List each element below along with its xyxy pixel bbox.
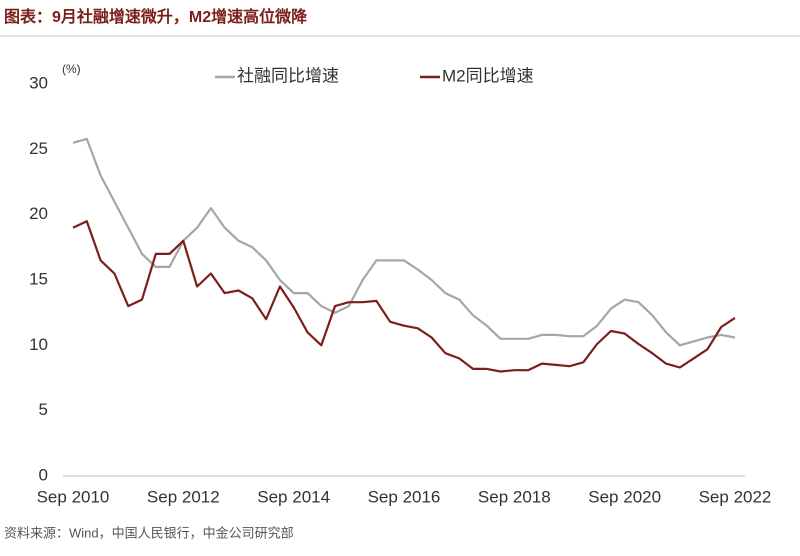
chart-title: 图表：9月社融增速微升，M2增速高位微降 [4,7,308,26]
source-note: 资料来源：Wind，中国人民银行，中金公司研究部 [4,525,294,540]
x-tick-label: Sep 2020 [588,487,661,506]
series-line [72,137,736,347]
y-tick-label: 30 [29,73,48,92]
series-line [72,220,736,373]
y-tick-label: 0 [39,465,48,484]
legend-label: 社融同比增速 [237,66,339,85]
x-tick-label: Sep 2016 [368,487,441,506]
y-tick-label: 10 [29,335,48,354]
x-tick-label: Sep 2012 [147,487,220,506]
x-tick-label: Sep 2014 [257,487,330,506]
x-tick-label: Sep 2010 [37,487,110,506]
y-tick-label: 15 [29,269,48,288]
x-tick-label: Sep 2018 [478,487,551,506]
y-unit: (%) [62,62,81,76]
y-tick-label: 25 [29,139,48,158]
y-tick-label: 20 [29,204,48,223]
x-tick-label: Sep 2022 [699,487,772,506]
y-tick-label: 5 [39,400,48,419]
legend-label: M2同比增速 [442,66,534,85]
